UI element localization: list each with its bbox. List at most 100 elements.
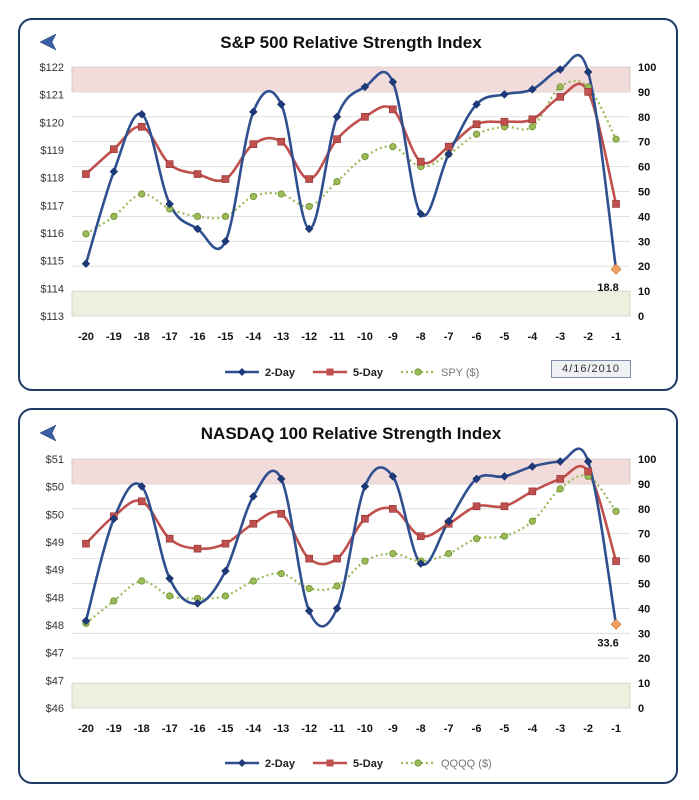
right-axis-tick: 30 <box>638 236 650 248</box>
right-axis-tick: 20 <box>638 261 650 273</box>
sp500-rsi-chart: S&P 500 Relative Strength Index $113 $114 $… <box>39 33 656 379</box>
left-axis-tick: $46 <box>46 703 64 715</box>
point-5-day <box>305 175 313 183</box>
left-axis-tick: $115 <box>40 256 64 268</box>
point-spy <box>556 83 564 91</box>
x-axis-tick: -12 <box>301 331 317 343</box>
latest-value-label: 33.6 <box>597 637 618 649</box>
point-spy <box>138 190 146 198</box>
point-5-day <box>584 88 592 96</box>
right-axis-tick: 0 <box>638 311 644 323</box>
x-axis-tick: -10 <box>357 723 373 735</box>
x-axis-tick: -6 <box>472 723 482 735</box>
right-axis-tick: 30 <box>638 628 650 640</box>
left-axis-tick: $51 <box>46 454 64 466</box>
point-5-day <box>277 137 286 146</box>
legend-price-label: QQQQ ($) <box>441 758 492 770</box>
point-5-day <box>110 145 118 153</box>
chart-title: S&P 500 Relative Strength Index <box>220 33 482 52</box>
point-5-day <box>249 519 258 528</box>
point-qqqq <box>277 569 285 578</box>
right-axis-tick: 100 <box>638 454 656 466</box>
point-5-day <box>165 160 174 168</box>
point-2-day <box>500 90 509 99</box>
point-5-day <box>612 557 620 565</box>
point-2-day <box>556 65 565 74</box>
left-axis-tick: $50 <box>46 509 64 521</box>
point-spy <box>528 123 536 131</box>
x-axis-tick: -11 <box>329 723 344 735</box>
legend: 2-Day 5-Day SPY ($) <box>225 367 479 379</box>
point-qqqq <box>361 557 369 565</box>
point-qqqq <box>528 517 536 525</box>
left-axis-tick: $114 <box>40 283 64 295</box>
point-2-day <box>332 604 342 613</box>
point-2-day <box>81 616 91 626</box>
point-5-day <box>528 487 537 496</box>
point-qqqq <box>221 592 230 600</box>
point-5-day <box>500 502 509 511</box>
legend-2-day-label: 2-Day <box>265 758 296 770</box>
left-axis-tick: $116 <box>40 228 64 240</box>
legend-5-day-label: 5-Day <box>353 367 384 379</box>
x-axis-tick: -19 <box>106 723 122 735</box>
point-qqqq <box>500 532 509 540</box>
point-2-day <box>193 599 202 608</box>
left-axis-tick: $113 <box>40 311 64 323</box>
legend-price-marker <box>414 368 422 376</box>
point-qqqq <box>445 550 453 558</box>
point-qqqq <box>138 577 146 585</box>
x-axis-tick: -14 <box>245 331 262 343</box>
point-2-day <box>165 574 174 583</box>
point-2-day-latest <box>610 263 622 275</box>
right-axis-tick: 40 <box>638 211 650 223</box>
x-axis-tick: -7 <box>444 331 454 343</box>
back-arrow-icon <box>39 424 57 442</box>
point-2-day <box>304 606 314 616</box>
point-5-day <box>389 105 397 114</box>
x-axis-tick: -9 <box>388 331 398 343</box>
point-5-day <box>361 113 369 121</box>
point-2-day <box>500 472 509 481</box>
x-axis-tick: -20 <box>78 723 94 735</box>
x-axis-tick: -17 <box>162 723 178 735</box>
point-2-day <box>388 77 398 87</box>
x-axis-tick: -2 <box>583 723 593 735</box>
point-5-day <box>556 475 565 483</box>
x-axis-tick: -6 <box>472 331 482 343</box>
point-spy <box>333 177 341 186</box>
point-5-day <box>82 170 90 178</box>
point-2-day <box>249 492 258 501</box>
x-axis-tick: -16 <box>190 723 206 735</box>
point-5-day <box>249 140 258 148</box>
left-axis-tick: $48 <box>46 620 64 632</box>
legend-2-day-label: 2-Day <box>265 367 296 379</box>
point-spy <box>305 202 313 211</box>
point-2-day <box>137 110 146 119</box>
point-spy <box>389 143 397 151</box>
right-axis-tick: 0 <box>638 703 644 715</box>
left-axis-tick: $118 <box>40 173 64 185</box>
point-spy <box>221 212 230 220</box>
chart-title: NASDAQ 100 Relative Strength Index <box>201 424 502 443</box>
x-axis-tick: -8 <box>416 723 426 735</box>
point-5-day <box>165 534 174 543</box>
series-line-5-day <box>85 82 618 205</box>
x-axis-tick: -1 <box>611 331 621 343</box>
x-axis-tick: -9 <box>388 723 398 735</box>
point-5-day <box>612 200 620 208</box>
left-axis-tick: $117 <box>40 200 64 212</box>
point-qqqq <box>166 592 174 600</box>
point-5-day <box>389 505 397 513</box>
oversold-band <box>71 290 631 317</box>
point-2-day <box>556 457 565 466</box>
point-qqqq <box>556 485 564 493</box>
point-qqqq <box>389 550 397 558</box>
point-2-day <box>583 67 593 77</box>
point-2-day <box>416 559 425 568</box>
x-axis-tick: -16 <box>190 331 206 343</box>
point-5-day <box>500 117 509 126</box>
legend-price-label: SPY ($) <box>441 367 479 379</box>
nasdaq100-chart-panel: NASDAQ 100 Relative Strength Index $46 $47… <box>18 408 678 784</box>
legend: 2-Day 5-Day QQQQ ($) <box>225 758 492 770</box>
